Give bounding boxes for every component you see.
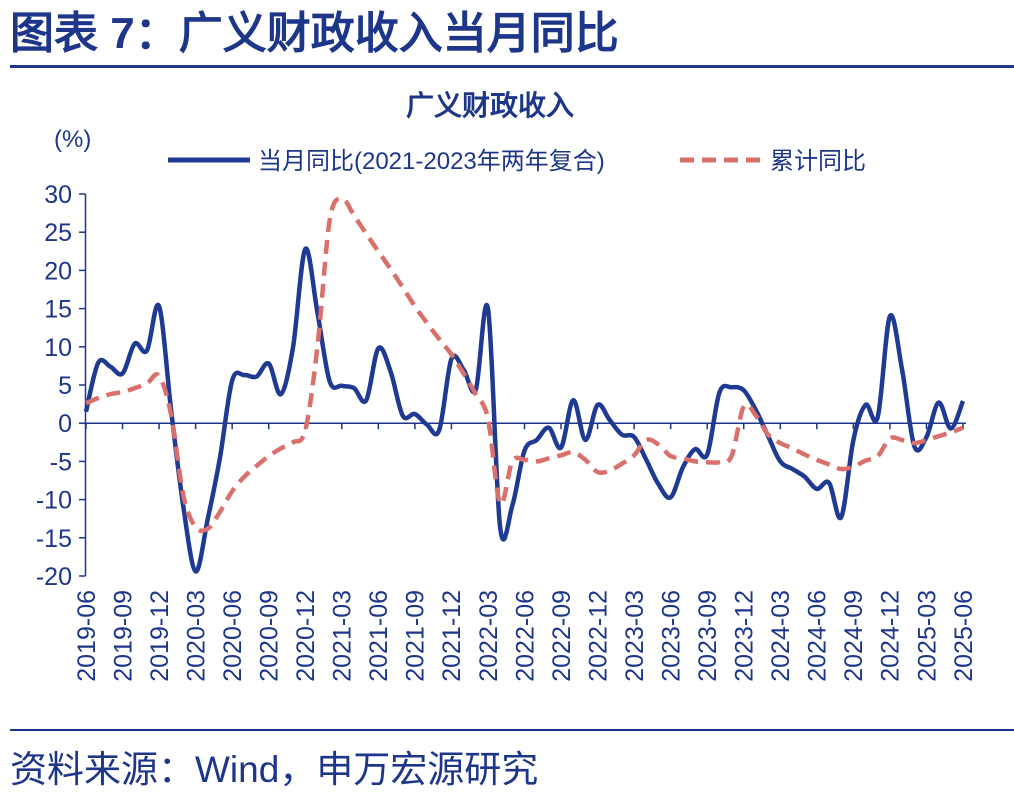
x-tick-label: 2025-06 — [950, 590, 978, 682]
y-tick-label: -5 — [50, 448, 72, 476]
x-tick-label: 2023-12 — [731, 590, 759, 682]
series-line-cumulative-yoy — [85, 196, 964, 534]
legend-item-monthly-yoy: 当月同比(2021-2023年两年复合) — [168, 148, 605, 175]
y-tick-label: 10 — [44, 334, 72, 362]
x-tick-label: 2025-03 — [913, 590, 941, 682]
chart-title: 广义财政收入 — [406, 90, 574, 121]
x-tick-label: 2024-06 — [804, 590, 832, 682]
x-tick-label: 2020-12 — [292, 590, 320, 682]
source-note: 资料来源：Wind，申万宏源研究 — [10, 749, 539, 790]
x-tick-label: 2020-09 — [255, 590, 283, 682]
x-tick-label: 2023-09 — [694, 590, 722, 682]
x-tick-label: 2024-03 — [767, 590, 795, 682]
legend-label-cumulative-yoy: 累计同比 — [770, 148, 866, 175]
x-tick-label: 2019-09 — [109, 590, 137, 682]
legend-label-monthly-yoy: 当月同比(2021-2023年两年复合) — [258, 148, 605, 175]
footer-divider — [10, 729, 1014, 731]
y-tick-label: 0 — [58, 410, 72, 438]
legend: 当月同比(2021-2023年两年复合) 累计同比 — [168, 148, 866, 175]
x-tick-label: 2020-03 — [182, 590, 210, 682]
plot-series — [83, 196, 966, 574]
y-tick-label: 15 — [44, 296, 72, 324]
x-tick-label: 2022-06 — [511, 590, 539, 682]
y-tick-label: 5 — [58, 372, 72, 400]
x-tick-label: 2022-09 — [548, 590, 576, 682]
header-divider — [10, 65, 1014, 68]
y-tick-label: -15 — [36, 525, 72, 553]
x-tick-label: 2020-06 — [219, 590, 247, 682]
x-tick-label: 2019-06 — [73, 590, 101, 682]
x-tick-label: 2022-03 — [475, 590, 503, 682]
x-tick-label: 2021-06 — [365, 590, 393, 682]
x-tick-label: 2021-03 — [329, 590, 357, 682]
x-tick-label: 2022-12 — [584, 590, 612, 682]
x-tick-label: 2021-09 — [402, 590, 430, 682]
y-tick-label: -10 — [36, 487, 72, 515]
y-axis-unit-label: (%) — [54, 126, 91, 153]
legend-item-cumulative-yoy: 累计同比 — [680, 148, 866, 175]
figure-title: 图表 7：广义财政收入当月同比 — [10, 9, 619, 58]
x-tick-label: 2021-12 — [438, 590, 466, 682]
x-tick-label: 2023-06 — [657, 590, 685, 682]
y-tick-label: 30 — [44, 181, 72, 209]
y-tick-label: -20 — [36, 563, 72, 591]
x-tick-label: 2019-12 — [146, 590, 174, 682]
x-tick-label: 2024-09 — [840, 590, 868, 682]
y-tick-label: 25 — [44, 219, 72, 247]
y-tick-label: 20 — [44, 257, 72, 285]
x-tick-label: 2024-12 — [877, 590, 905, 682]
series-line-monthly-yoy — [83, 246, 966, 574]
x-tick-label: 2023-03 — [621, 590, 649, 682]
